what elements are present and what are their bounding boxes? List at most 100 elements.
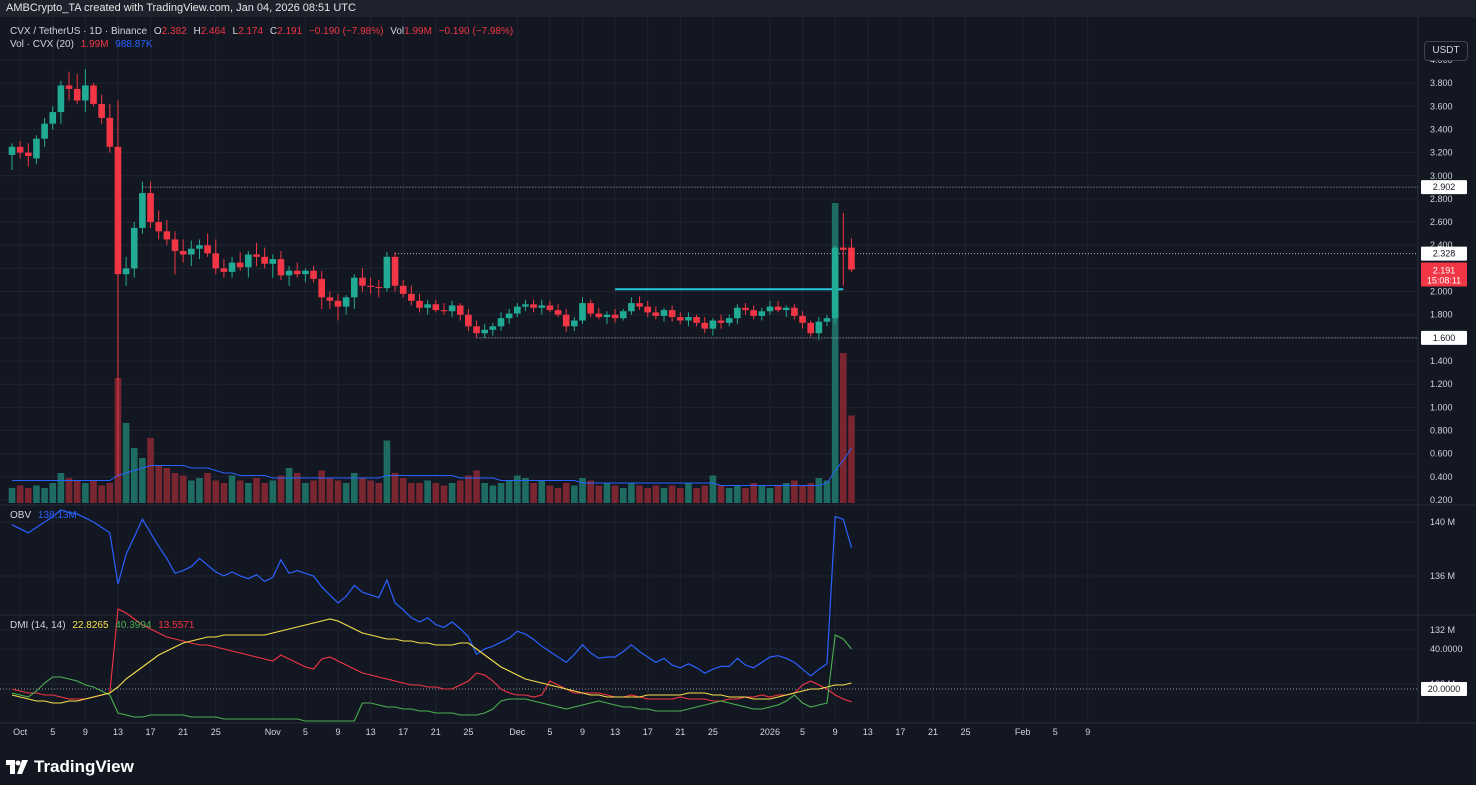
time-tick-label: 25	[708, 727, 718, 737]
candle-body	[318, 278, 325, 298]
candle-body	[489, 326, 497, 330]
volume-bar	[668, 485, 676, 503]
volume-bar	[171, 473, 179, 503]
volume-bar	[285, 468, 293, 503]
ohlc-low-value: 2.174	[238, 26, 264, 37]
volume-bar	[204, 473, 211, 503]
volume-bar	[611, 485, 619, 503]
candle-body	[82, 85, 89, 101]
volume-bar	[766, 488, 774, 503]
candle-body	[571, 320, 578, 327]
candle-body	[473, 326, 480, 334]
volume-bar	[758, 485, 766, 503]
candle-body	[652, 312, 660, 316]
candle-body	[114, 146, 122, 275]
ohlc-low-label: L	[232, 26, 239, 37]
candle-body	[554, 310, 562, 315]
candle-body	[448, 305, 456, 312]
volume-bar	[554, 488, 562, 503]
candle-body	[791, 307, 798, 316]
time-tick-label: 13	[366, 727, 376, 737]
candle-body	[375, 286, 383, 289]
candle-body	[668, 310, 676, 318]
volume-bar	[33, 485, 40, 503]
candle-body	[253, 254, 260, 257]
volume-bar	[375, 483, 383, 503]
price-tick-label: 3.000	[1430, 171, 1453, 181]
candle-body	[41, 123, 48, 139]
candle-body	[734, 307, 741, 319]
volume-bar	[465, 475, 472, 503]
volume-bar	[359, 478, 366, 503]
tradingview-logo[interactable]: TradingView	[6, 757, 134, 777]
price-tick-label: 3.200	[1430, 148, 1453, 158]
currency-badge[interactable]: USDT	[1424, 41, 1468, 61]
candle-body	[98, 103, 105, 118]
candle-body	[8, 146, 16, 155]
price-level-badge	[1421, 180, 1467, 195]
volume-bar	[693, 488, 700, 503]
ohlc-open-label: O	[153, 26, 162, 37]
volume-bar	[342, 483, 350, 503]
volume-bar	[562, 483, 570, 503]
candle-body	[514, 306, 521, 314]
obv-label: OBV	[10, 510, 32, 521]
candle-body	[359, 277, 366, 286]
vol-ma-value: 988.87K	[115, 39, 153, 50]
last-price-label: 2.191	[1433, 265, 1456, 275]
dmi-plus-di-line	[11, 634, 852, 722]
price-tick-label: 1.200	[1430, 379, 1453, 389]
candle-body	[122, 268, 130, 275]
volume-bar	[25, 488, 32, 503]
time-tick-label: 2026	[760, 727, 780, 737]
price-tick-label: 3.400	[1430, 124, 1453, 134]
volume-bar	[155, 465, 162, 503]
candle-body	[807, 322, 814, 334]
candle-body	[717, 320, 725, 323]
candle-body	[73, 88, 81, 101]
countdown-label: 15:08:11	[1427, 275, 1461, 285]
candle-body	[644, 306, 651, 313]
volume-bar	[709, 475, 717, 503]
dmi-minus-value: 13.5571	[158, 620, 195, 631]
candle-body	[163, 231, 171, 240]
candle-body	[33, 138, 40, 159]
time-tick-label: 13	[610, 727, 620, 737]
candle-body	[408, 293, 415, 301]
dmi-adx-line	[11, 618, 852, 704]
ohlc-high-label: H	[193, 26, 201, 37]
volume-bar	[310, 480, 317, 503]
volume-bar	[408, 483, 415, 503]
candle-body	[587, 303, 594, 314]
volume-bar	[505, 480, 513, 503]
candle-body	[310, 270, 317, 279]
candle-body	[505, 313, 513, 319]
time-tick-label: 21	[431, 727, 441, 737]
volume-bar	[188, 480, 195, 503]
ohlc-close-label: C	[269, 26, 278, 37]
volume-bar	[82, 483, 89, 503]
time-tick-label: 25	[961, 727, 971, 737]
time-tick-label: 9	[83, 727, 88, 737]
dmi-minus-di-line	[11, 608, 852, 703]
price-tick-label: 1.400	[1430, 356, 1453, 366]
time-tick-label: 13	[113, 727, 123, 737]
candle-body	[562, 314, 570, 327]
candle-body	[293, 270, 301, 275]
ohlc-high-value: 2.464	[200, 26, 226, 37]
time-tick-label: 9	[335, 727, 340, 737]
price-level-badge	[1421, 246, 1467, 261]
candle-body	[171, 239, 179, 252]
chart-canvas[interactable]: 4.0003.8003.6003.4003.2003.0002.8002.600…	[0, 17, 1476, 745]
candle-body	[782, 307, 790, 311]
candle-body	[204, 245, 211, 254]
time-tick-label: 25	[463, 727, 473, 737]
candle-body	[709, 320, 717, 329]
candle-body	[840, 247, 847, 250]
volume-bar	[351, 473, 358, 503]
volume-bar	[456, 480, 464, 503]
volume-bar	[782, 483, 790, 503]
candle-body	[546, 305, 554, 311]
chart-area[interactable]: 4.0003.8003.6003.4003.2003.0002.8002.600…	[0, 17, 1476, 745]
price-tick-label: 0.600	[1430, 449, 1453, 459]
